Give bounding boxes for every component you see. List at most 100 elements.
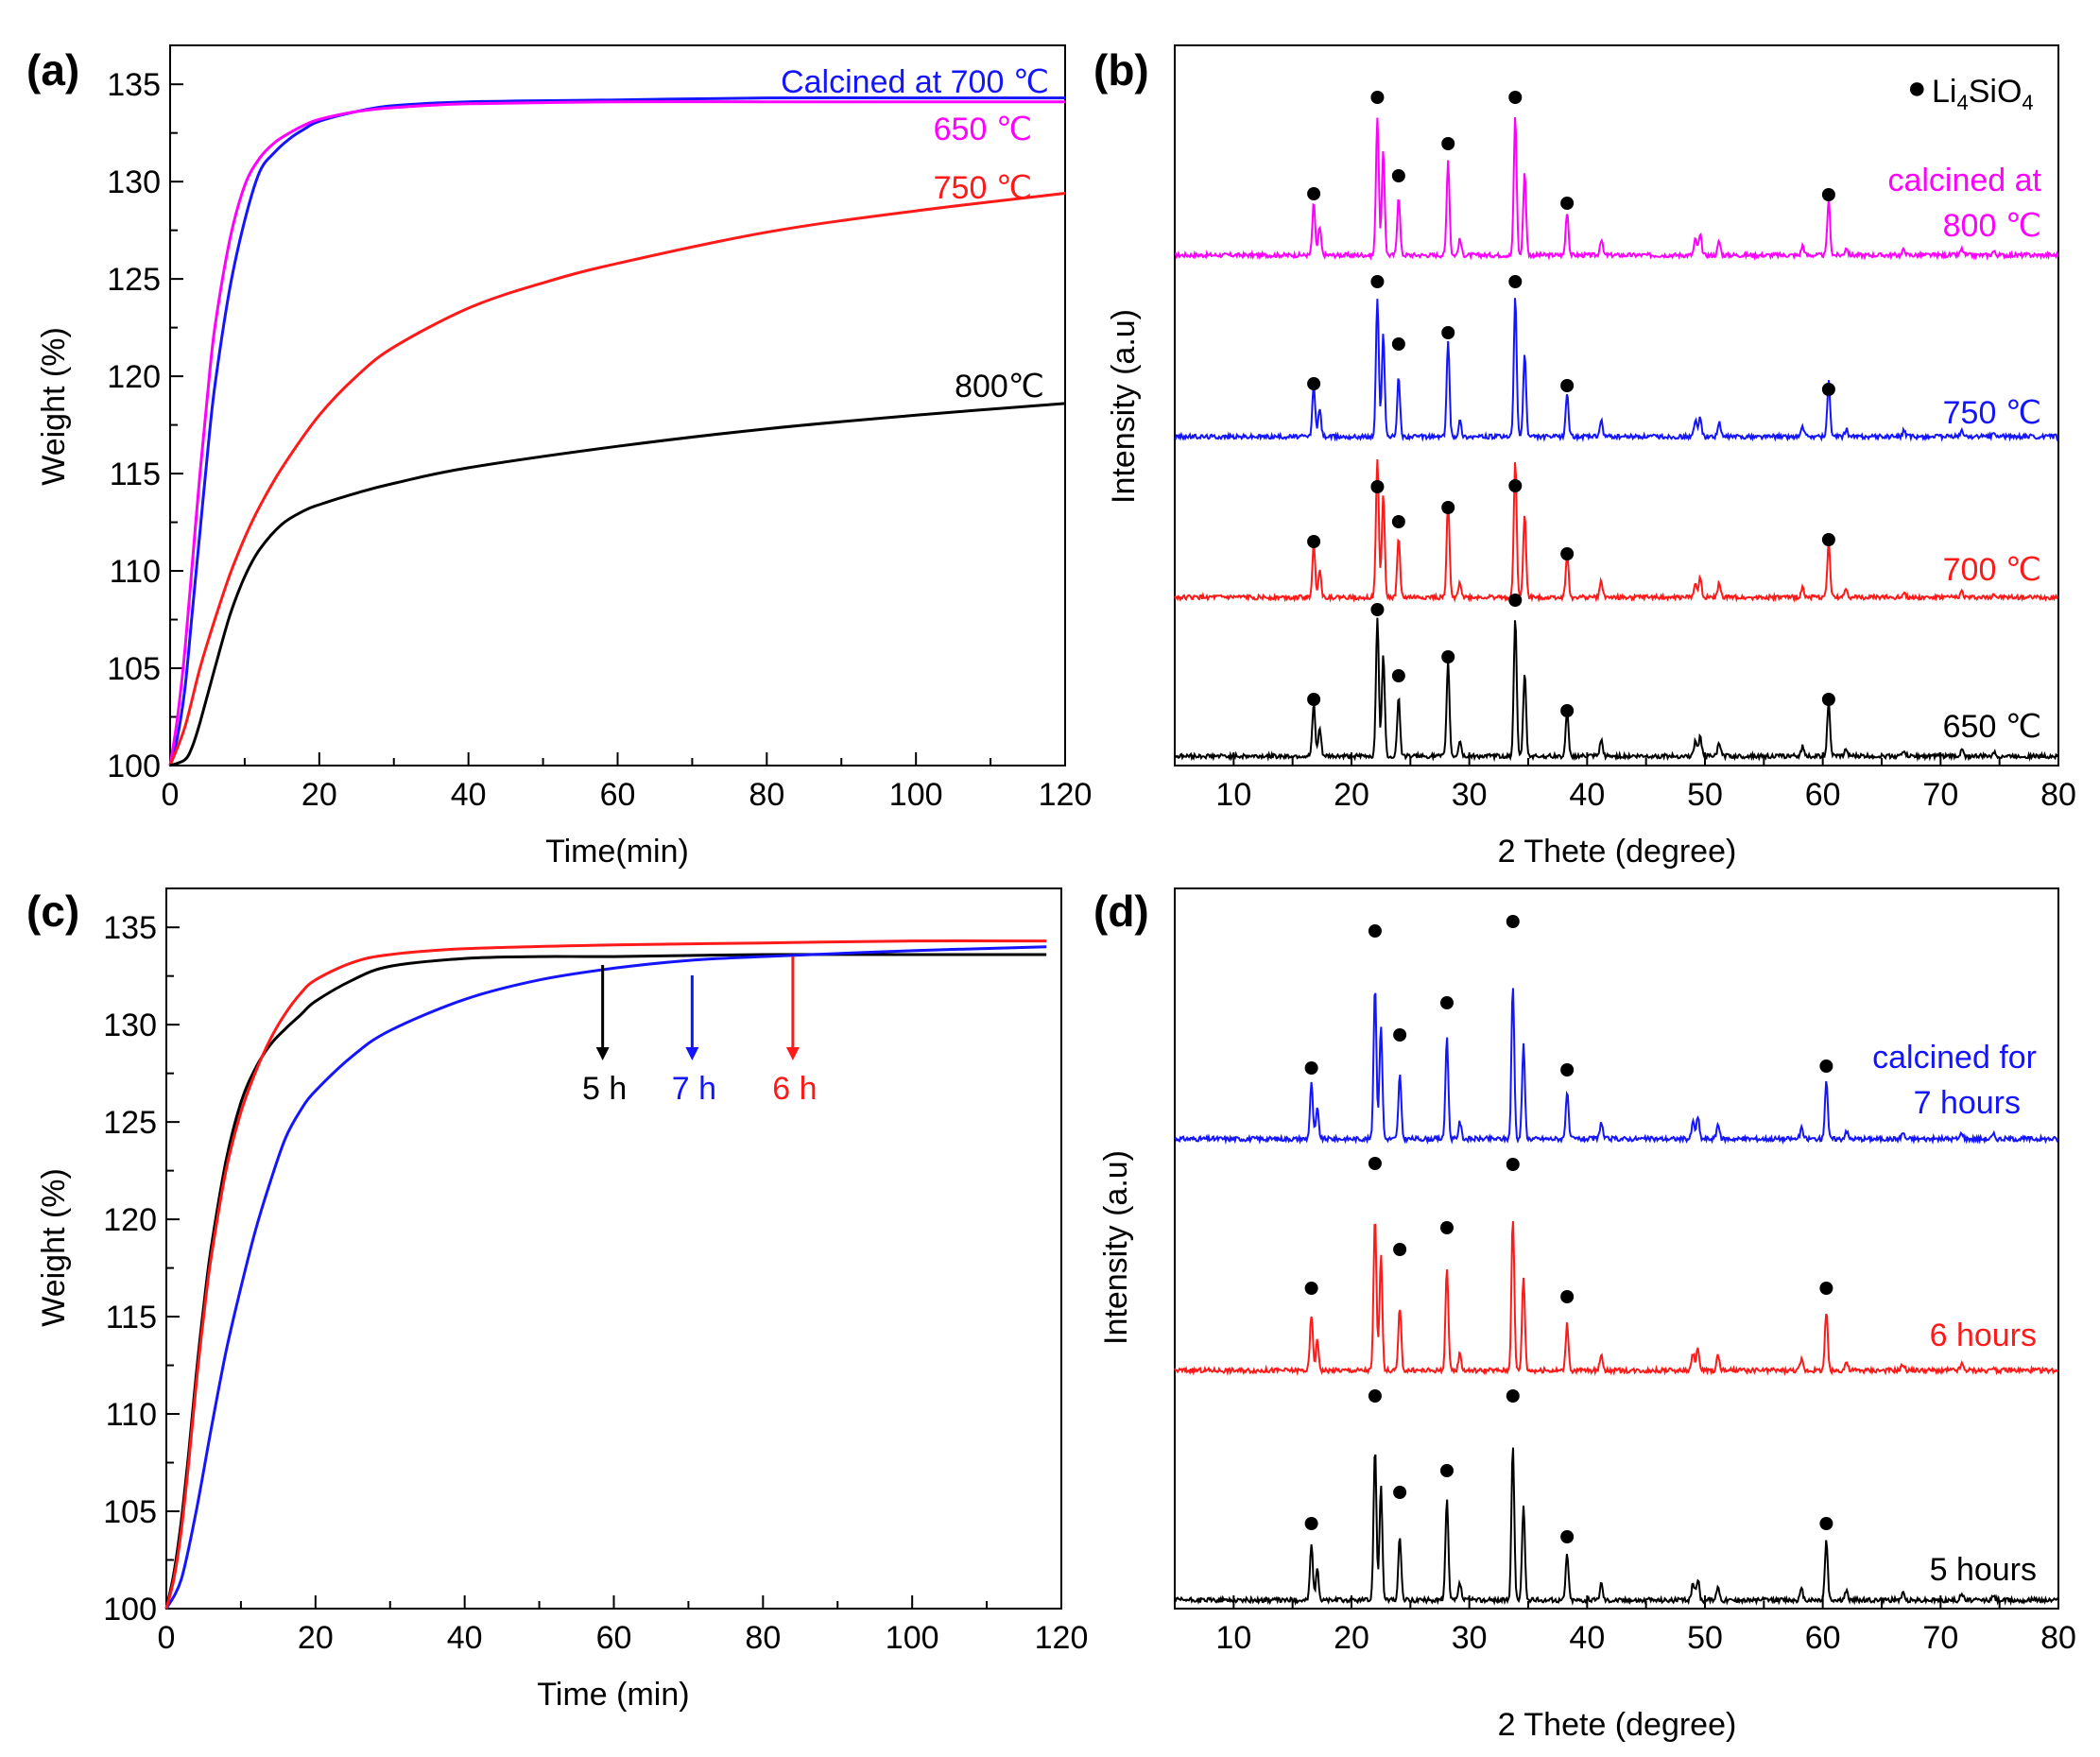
- d-xtick-label: 20: [1334, 1620, 1369, 1656]
- b-peak-marker: [1560, 704, 1575, 717]
- d-peak-marker: [1819, 1517, 1833, 1530]
- label-6hours-d: 6 hours: [1930, 1318, 2037, 1353]
- a-ytick-label: 125: [107, 262, 161, 298]
- plot-frame-a: [169, 44, 1066, 767]
- c-xtick-label: 100: [886, 1620, 939, 1656]
- label-650C-a: 650 ℃: [934, 112, 1032, 147]
- d-peak-marker: [1506, 1389, 1520, 1403]
- b-peak-marker: [1307, 377, 1321, 390]
- b-peak-marker: [1560, 379, 1575, 392]
- b-peak-marker: [1508, 594, 1523, 607]
- d-peak-marker: [1304, 1517, 1318, 1530]
- d-peak-marker: [1368, 1157, 1382, 1170]
- a-xtick-label: 20: [301, 777, 337, 813]
- d-xtick-label: 50: [1687, 1620, 1723, 1656]
- b-peak-marker: [1821, 693, 1835, 706]
- b-peak-marker: [1441, 137, 1455, 150]
- label-5hours-d: 5 hours: [1930, 1552, 2037, 1588]
- panel-a: (a) 0 20 40 60 80 100 120 100 105 110 115 120 125 130…: [26, 44, 1093, 870]
- label-700C-a: Calcined at 700 ℃: [781, 64, 1049, 100]
- d-peak-marker: [1560, 1530, 1575, 1543]
- d-peak-marker: [1393, 1486, 1407, 1499]
- d-xtick-label: 10: [1215, 1620, 1251, 1656]
- y-axis-title-c: Weight (%): [36, 1168, 72, 1327]
- d-0-trace: [1174, 988, 2059, 1145]
- arrow-2-head: [785, 1047, 800, 1060]
- label-650C-b: 650 ℃: [1943, 709, 2041, 745]
- b-xtick-label: 80: [2040, 777, 2076, 813]
- d-peak-marker: [1439, 996, 1454, 1009]
- d-xtick-label: 40: [1569, 1620, 1605, 1656]
- panel-c: (c) 0 20 40 60 80 100 120 100 105 110 115 120 125 130…: [26, 887, 1088, 1713]
- b-peak-marker: [1307, 693, 1321, 706]
- c-ytick-label: 130: [103, 1008, 157, 1043]
- d-peak-marker: [1368, 924, 1382, 938]
- b-xtick-label: 50: [1687, 777, 1723, 813]
- label-calcined-at-b: calcined at: [1887, 163, 2041, 198]
- b-peak-marker: [1391, 669, 1405, 682]
- plot-frame-c: [165, 887, 1062, 1610]
- panel-b: (b) 10 20 30 40 50 60 70 80 2 Thete (degree) In…: [1093, 44, 2076, 870]
- c-xtick-label: 40: [447, 1620, 483, 1656]
- c-xtick-label: 80: [745, 1620, 781, 1656]
- a-xtick-label: 40: [451, 777, 487, 813]
- b-peak-marker: [1441, 501, 1455, 514]
- a-xtick-label: 0: [162, 777, 180, 813]
- b-peak-marker: [1508, 479, 1523, 492]
- b-peak-marker: [1307, 187, 1321, 200]
- d-peak-marker: [1439, 1464, 1454, 1477]
- d-peak-marker: [1439, 1221, 1454, 1234]
- d-peak-marker: [1393, 1028, 1407, 1042]
- b-peak-marker: [1391, 515, 1405, 528]
- c-xtick-label: 20: [298, 1620, 334, 1656]
- b-peak-marker: [1508, 91, 1523, 104]
- c-ytick-label: 110: [106, 1397, 157, 1433]
- arrow-label-0: 5 h: [582, 1071, 627, 1107]
- d-peak-marker: [1506, 1158, 1520, 1171]
- b-xtick-label: 40: [1569, 777, 1605, 813]
- label-700C-b: 700 ℃: [1943, 552, 2041, 588]
- label-750C-a: 750 ℃: [934, 170, 1032, 206]
- a-series-3: [169, 402, 1066, 767]
- d-xtick-label: 80: [2040, 1620, 2076, 1656]
- arrow-1-head: [685, 1047, 699, 1060]
- d-1-trace: [1174, 1221, 2059, 1377]
- arrow-label-2: 6 h: [772, 1071, 817, 1107]
- b-peak-marker: [1821, 188, 1835, 201]
- a-ytick-label: 100: [107, 749, 161, 784]
- d-peak-marker: [1819, 1282, 1833, 1295]
- panel-label-c: (c): [26, 887, 79, 936]
- legend-b: ● Li4SiO4: [1907, 70, 2034, 114]
- y-axis-title-d: Intensity (a.u): [1098, 1150, 1134, 1345]
- a-xtick-label: 100: [889, 777, 943, 813]
- label-calcined-for-d: calcined for: [1872, 1040, 2037, 1076]
- a-ytick-label: 135: [107, 67, 161, 103]
- b-xtick-label: 10: [1215, 777, 1251, 813]
- panel-label-a: (a): [26, 45, 79, 95]
- d-peak-marker: [1393, 1243, 1407, 1256]
- d-peak-marker: [1304, 1061, 1318, 1075]
- y-axis-title-a: Weight (%): [36, 327, 72, 486]
- panel-label-b: (b): [1093, 45, 1149, 95]
- a-ytick-label: 130: [107, 164, 161, 200]
- b-peak-marker: [1391, 337, 1405, 351]
- legend-marker-b: ●: [1907, 70, 1927, 106]
- c-ytick-label: 105: [103, 1494, 157, 1530]
- b-peak-marker: [1508, 275, 1523, 288]
- b-peak-marker: [1560, 197, 1575, 210]
- b-peak-marker: [1370, 603, 1385, 616]
- b-peak-marker: [1441, 650, 1455, 663]
- arrow-0-head: [595, 1047, 610, 1060]
- d-peak-marker: [1304, 1282, 1318, 1295]
- b-peak-marker: [1821, 383, 1835, 396]
- a-ytick-label: 105: [107, 651, 161, 687]
- x-axis-title-b: 2 Thete (degree): [1498, 834, 1737, 870]
- label-750C-b: 750 ℃: [1943, 395, 2041, 431]
- b-xtick-label: 60: [1805, 777, 1841, 813]
- b-1-trace: [1174, 298, 2059, 442]
- d-peak-marker: [1506, 915, 1520, 928]
- a-xtick-label: 120: [1039, 777, 1093, 813]
- c-xtick-label: 60: [596, 1620, 632, 1656]
- c-ytick-label: 135: [103, 910, 157, 946]
